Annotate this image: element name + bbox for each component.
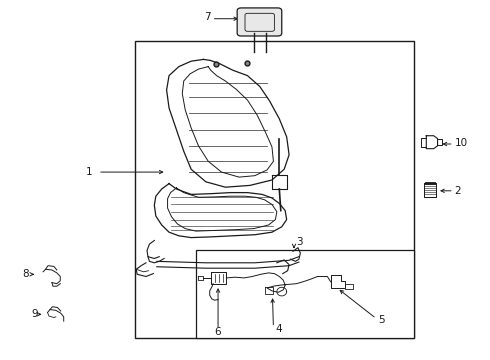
Text: 3: 3 [296, 237, 303, 247]
Text: 4: 4 [275, 324, 282, 334]
Bar [196, 250, 414, 338]
Text: 2: 2 [455, 186, 462, 196]
Text: 5: 5 [378, 315, 385, 325]
Text: 10: 10 [455, 138, 468, 148]
FancyBboxPatch shape [237, 8, 282, 36]
Text: 7: 7 [204, 12, 211, 22]
Text: 8: 8 [22, 269, 28, 279]
Text: 1: 1 [85, 167, 92, 177]
Text: 9: 9 [31, 309, 38, 319]
Text: 6: 6 [215, 327, 221, 337]
Bar [135, 41, 414, 338]
